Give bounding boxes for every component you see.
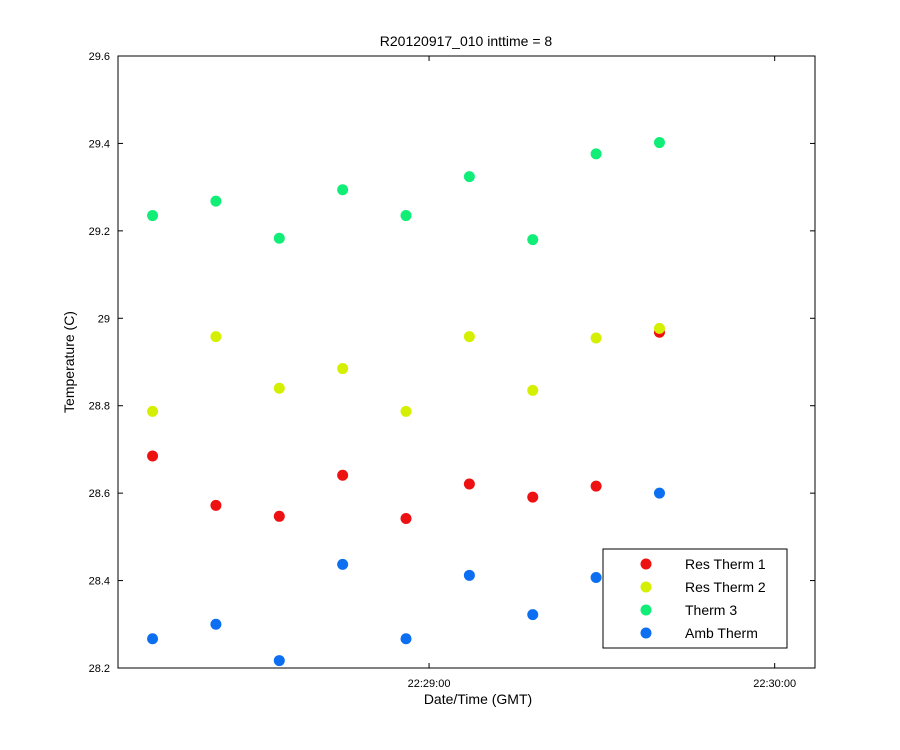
y-tick-label: 29.4 bbox=[89, 138, 110, 150]
data-point bbox=[337, 363, 349, 375]
y-tick-label: 29.6 bbox=[89, 51, 110, 63]
data-point bbox=[273, 232, 285, 244]
data-point bbox=[400, 210, 412, 222]
data-point bbox=[463, 569, 475, 581]
legend-marker bbox=[640, 558, 652, 570]
data-point bbox=[400, 633, 412, 645]
legend-label: Res Therm 1 bbox=[685, 556, 766, 572]
y-tick-label: 29.2 bbox=[89, 226, 110, 238]
legend-marker bbox=[640, 604, 652, 616]
data-point bbox=[400, 405, 412, 417]
data-point bbox=[273, 655, 285, 667]
data-point bbox=[147, 210, 159, 222]
data-point bbox=[273, 510, 285, 522]
y-tick-label: 28.4 bbox=[89, 576, 110, 588]
data-point bbox=[653, 322, 665, 334]
legend-marker bbox=[640, 627, 652, 639]
data-point bbox=[590, 148, 602, 160]
y-axis-label: Temperature (C) bbox=[61, 311, 77, 413]
data-point bbox=[590, 572, 602, 584]
chart-title: R20120917_010 inttime = 8 bbox=[380, 33, 553, 49]
series-res-therm-1 bbox=[147, 326, 665, 524]
series-amb-therm bbox=[147, 487, 665, 667]
data-point bbox=[210, 195, 222, 207]
x-tick-label: 22:30:00 bbox=[753, 678, 796, 690]
y-tick-label: 28.8 bbox=[89, 401, 110, 413]
legend-label: Amb Therm bbox=[685, 625, 758, 641]
series-therm-3 bbox=[147, 137, 665, 246]
data-point bbox=[590, 480, 602, 492]
legend-label: Res Therm 2 bbox=[685, 579, 766, 595]
data-points bbox=[147, 137, 665, 667]
x-tick-label: 22:29:00 bbox=[408, 678, 451, 690]
data-point bbox=[147, 450, 159, 462]
data-point bbox=[463, 478, 475, 490]
data-point bbox=[273, 382, 285, 394]
data-point bbox=[463, 171, 475, 183]
data-point bbox=[527, 384, 539, 396]
series-res-therm-2 bbox=[147, 322, 665, 417]
data-point bbox=[337, 469, 349, 481]
data-point bbox=[590, 332, 602, 344]
legend-marker bbox=[640, 581, 652, 593]
legend-box bbox=[602, 548, 788, 649]
data-point bbox=[653, 137, 665, 149]
x-axis-label: Date/Time (GMT) bbox=[424, 691, 532, 707]
data-point bbox=[147, 405, 159, 417]
legend-label: Therm 3 bbox=[685, 602, 737, 618]
data-point bbox=[210, 618, 222, 630]
data-point bbox=[527, 609, 539, 621]
x-axis: 22:29:00 22:30:00 bbox=[408, 56, 796, 690]
data-point bbox=[527, 234, 539, 246]
data-point bbox=[337, 184, 349, 196]
data-point bbox=[147, 633, 159, 645]
y-tick-label: 29 bbox=[98, 313, 110, 325]
data-point bbox=[653, 487, 665, 499]
data-point bbox=[400, 512, 412, 524]
data-point bbox=[210, 331, 222, 343]
data-point bbox=[527, 491, 539, 503]
y-tick-label: 28.2 bbox=[89, 663, 110, 675]
data-point bbox=[463, 331, 475, 343]
y-tick-label: 28.6 bbox=[89, 488, 110, 500]
data-point bbox=[210, 499, 222, 511]
data-point bbox=[337, 558, 349, 570]
legend: Res Therm 1 Res Therm 2 Therm 3 Amb Therm bbox=[602, 548, 788, 649]
y-axis: 28.2 28.4 28.6 28.8 29 29.2 29.4 29.6 bbox=[89, 51, 815, 675]
